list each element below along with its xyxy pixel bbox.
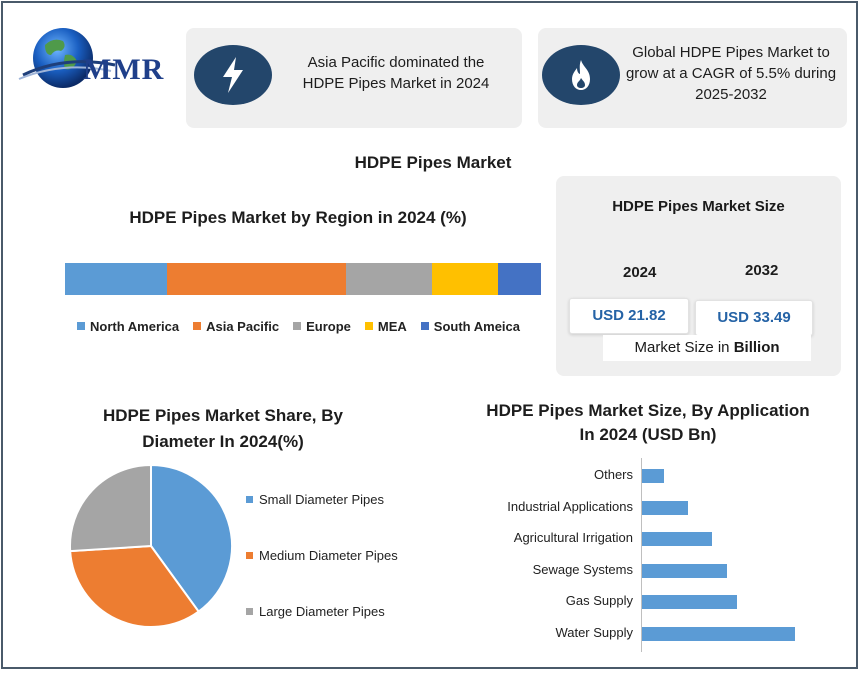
bar-sewage-systems [642,563,727,578]
legend-label: Asia Pacific [206,318,280,334]
bar-water-supply [642,627,795,641]
region-bar-segment-asia-pacific [167,263,346,295]
legend-label: North America [90,318,180,334]
region-chart-title: HDPE Pipes Market by Region in 2024 (%) [129,208,467,227]
market-size-footer: Market Size in Billion [603,335,811,361]
category-label-water-supply: Water Supply [555,625,633,640]
footer-bold: Billion [733,339,780,356]
year-2032: 2032 [745,262,779,279]
pie-legend-item-medium-diameter-pipes: Medium Diameter Pipes [246,548,398,563]
cagr-line-1: Global HDPE Pipes Market to [632,44,830,61]
year-2024: 2024 [623,264,657,281]
legend-swatch [364,322,373,330]
globe-icon [18,28,116,88]
market-size-title: HDPE Pipes Market Size [612,198,785,215]
legend-swatch [77,322,85,330]
diameter-pie-chart [69,463,233,628]
mmr-logo: MMR [15,25,180,95]
pie-slice-small-diameter-pipes [150,463,233,613]
legend-swatch [420,322,429,330]
category-label-industrial-applications: Industrial Applications [507,498,633,514]
footer-prefix: Market Size in [634,339,734,356]
legend-label: Medium Diameter Pipes [259,548,398,563]
category-label-others: Others [593,467,633,482]
highlight-line-2: HDPE Pipes Market in 2024 [302,75,490,92]
region-legend-item-asia-pacific: Asia Pacific [193,319,279,334]
category-axis-line [641,458,642,652]
region-legend-item-south-ameica: South Ameica [420,318,520,334]
main-title: HDPE Pipes Market [354,153,512,172]
market-size-card: HDPE Pipes Market Size 2024 2032 USD 21.… [556,176,841,376]
value-2032: USD 33.49 [695,300,813,336]
legend-swatch [246,608,253,615]
bar-industrial-applications [642,500,689,515]
legend-swatch [246,496,253,503]
cagr-line-3: 2025-2032 [695,86,767,103]
pie-legend-item-small-diameter-pipes: Small Diameter Pipes [246,492,384,507]
bar-agricultural-irrigation [642,532,713,547]
legend-swatch [246,552,253,559]
highlight-line-1: Asia Pacific dominated the [307,54,485,71]
pie-title-line-1: HDPE Pipes Market Share, By [103,406,343,425]
bar-gas-supply [642,595,737,610]
application-bar-chart: Water Supply Gas Supply Sewage Systems Agri… [473,458,843,653]
legend-label: South Ameica [433,318,520,334]
region-bar-segment-mea [431,263,499,295]
cagr-line-2: grow at a CAGR of 5.5% during [625,65,837,82]
region-bar-segment-europe [345,263,432,295]
region-bar-segment-north-america [65,263,168,295]
highlight-text-cagr: Global HDPE Pipes Market to grow at a CA… [622,42,840,105]
value-2024: USD 21.82 [569,298,689,334]
application-title-line-1: HDPE Pipes Market Size, By Application [486,401,810,420]
legend-swatch [193,322,202,330]
legend-swatch [293,322,302,330]
category-label-gas-supply: Gas Supply [565,593,633,609]
region-legend-item-europe: Europe [293,319,351,334]
legend-label: Large Diameter Pipes [259,604,385,619]
bar-others [642,469,664,483]
lightning-icon [194,45,272,105]
logo-text: MMR [83,53,165,86]
region-stacked-bar [65,263,541,295]
pie-slice-medium-diameter-pipes [69,544,201,628]
pie-title-line-2: Diameter In 2024(%) [142,432,304,451]
region-legend-item-mea: MEA [364,318,407,334]
pie-legend-item-large-diameter-pipes: Large Diameter Pipes [246,604,385,619]
category-label-sewage-systems: Sewage Systems [532,561,633,577]
category-label-agricultural-irrigation: Agricultural Irrigation [513,530,633,546]
legend-label: MEA [377,318,407,334]
pie-slice-large-diameter-pipes [69,463,152,553]
region-legend: North America Asia Pacific Europe MEA South … [77,317,547,335]
highlight-text-region: Asia Pacific dominated the HDPE Pipes Ma… [281,52,511,94]
application-chart-title: HDPE Pipes Market Size, By Application I… [463,399,833,447]
application-title-line-2: In 2024 (USD Bn) [579,425,717,444]
legend-label: Small Diameter Pipes [259,492,384,507]
flame-icon [542,45,620,105]
highlight-card-cagr: Global HDPE Pipes Market to grow at a CA… [538,28,847,128]
pie-chart-title: HDPE Pipes Market Share, By Diameter In … [83,403,363,455]
region-bar-segment-south-ameica [498,263,541,295]
legend-label: Europe [306,318,351,334]
region-legend-item-north-america: North America [77,319,179,334]
highlight-card-region: Asia Pacific dominated the HDPE Pipes Ma… [186,28,522,128]
